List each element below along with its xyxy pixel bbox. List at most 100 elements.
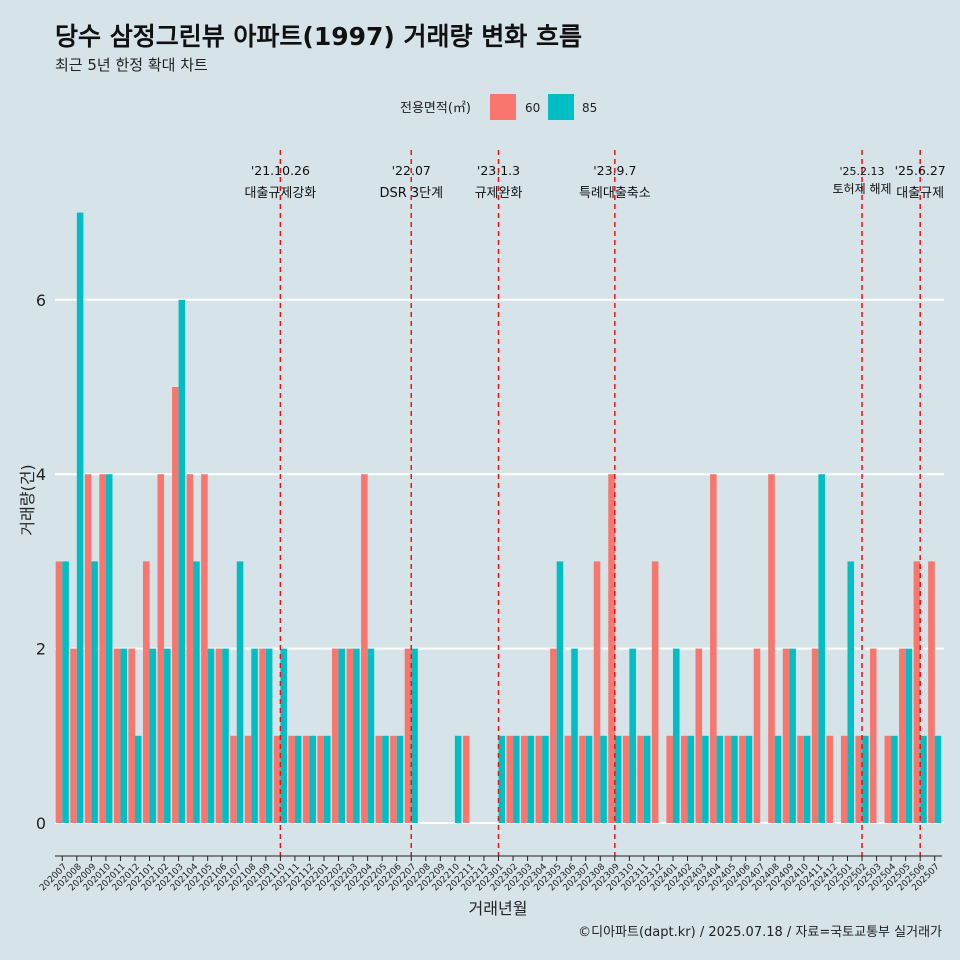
- bar-60-202403: [695, 648, 703, 823]
- bar-60-202105: [201, 474, 208, 823]
- bar-60-202507: [928, 561, 935, 823]
- bar-60-202206: [390, 735, 397, 823]
- bar-85-202009: [91, 561, 98, 823]
- bar-85-202201: [324, 735, 331, 823]
- legend-title: 전용면적(㎡): [400, 101, 471, 116]
- y-tick-label: 4: [36, 465, 46, 484]
- legend-label-85: 85: [582, 101, 597, 115]
- bar-60-202207: [404, 648, 412, 823]
- bar-85-202101: [149, 648, 157, 823]
- bar-60-202211: [462, 735, 470, 823]
- bar-60-202203: [346, 648, 354, 823]
- bar-85-202306: [571, 648, 578, 823]
- bar-60-202506: [913, 561, 921, 823]
- bar-85-202410: [803, 735, 811, 823]
- bar-60-202408: [768, 474, 775, 823]
- bar-85-202204: [367, 648, 375, 823]
- bar-85-202202: [338, 648, 346, 823]
- legend-swatch-60: [490, 94, 516, 120]
- bar-60-202007: [55, 561, 63, 823]
- bar-60-202304: [535, 735, 543, 823]
- bar-85-202105: [207, 648, 215, 823]
- bar-85-202403: [702, 735, 709, 823]
- bar-60-202101: [142, 561, 150, 823]
- bar-60-202503: [869, 648, 877, 823]
- bar-60-202205: [375, 735, 383, 823]
- bar-85-202402: [687, 735, 695, 823]
- bar-60-202201: [317, 735, 325, 823]
- bar-60-202302: [506, 735, 514, 823]
- bar-60-202306: [564, 735, 572, 823]
- bar-85-202107: [236, 561, 244, 823]
- event-date-label: '25.6.27: [895, 163, 946, 178]
- y-tick-label: 0: [36, 814, 46, 833]
- bar-85-202110: [280, 648, 287, 823]
- x-axis-label: 거래년월: [469, 899, 528, 918]
- bar-85-202109: [265, 648, 273, 823]
- bar-60-202502: [855, 735, 863, 823]
- bar-60-202405: [724, 735, 732, 823]
- legend: 전용면적(㎡) 60 85: [400, 94, 597, 120]
- legend-label-60: 60: [525, 101, 540, 115]
- event-label: 토허제 해제: [833, 182, 892, 196]
- bar-60-202202: [331, 648, 339, 823]
- bar-85-202305: [556, 561, 564, 823]
- bar-85-202011: [120, 648, 128, 823]
- bar-60-202404: [710, 474, 717, 823]
- bar-60-202008: [70, 648, 77, 823]
- bar-60-202106: [215, 648, 223, 823]
- event-date-label: '22.07: [392, 163, 431, 178]
- bar-85-202308: [600, 735, 607, 823]
- bar-60-202308: [593, 561, 601, 823]
- bar-60-202012: [128, 648, 135, 823]
- bar-85-202103: [178, 299, 186, 823]
- event-label: 규제완화: [475, 186, 523, 201]
- bar-60-202108: [244, 735, 252, 823]
- bar-85-202507: [934, 735, 942, 823]
- bar-60-202010: [99, 474, 106, 823]
- bar-60-202402: [680, 735, 688, 823]
- bar-85-202310: [629, 648, 636, 823]
- bar-85-202206: [396, 735, 404, 823]
- bar-60-202310: [622, 735, 630, 823]
- bar-60-202401: [666, 735, 673, 823]
- bar-60-202303: [521, 735, 528, 823]
- bar-60-202305: [550, 648, 557, 823]
- bar-60-202411: [811, 648, 819, 823]
- bar-60-202102: [157, 474, 165, 823]
- bar-85-202405: [731, 735, 738, 823]
- bar-85-202309: [614, 735, 622, 823]
- bar-60-202103: [172, 387, 179, 823]
- bar-60-202501: [840, 735, 848, 823]
- bar-60-202406: [739, 735, 746, 823]
- bar-60-202407: [753, 648, 761, 823]
- bar-85-202501: [847, 561, 855, 823]
- bar-60-202311: [637, 735, 644, 823]
- bar-60-202504: [884, 735, 892, 823]
- bar-60-202104: [186, 474, 194, 823]
- chart-subtitle: 최근 5년 한정 확대 차트: [55, 56, 208, 74]
- event-label: 대출규제: [896, 186, 944, 201]
- bar-60-202107: [230, 735, 237, 823]
- bar-60-202110: [273, 735, 281, 823]
- caption: ©디아파트(dapt.kr) / 2025.07.18 / 자료=국토교통부 실…: [578, 925, 942, 940]
- bar-85-202205: [382, 735, 389, 823]
- event-label: 특례대출축소: [579, 186, 651, 201]
- y-axis-label: 거래량(건): [18, 464, 37, 535]
- chart-title: 당수 삼정그린뷰 아파트(1997) 거래량 변화 흐름: [55, 22, 582, 51]
- bar-85-202411: [818, 474, 825, 823]
- bar-85-202303: [527, 735, 535, 823]
- event-date-label: '23.1.3: [477, 163, 520, 178]
- bar-85-202008: [76, 212, 84, 824]
- bar-85-202401: [672, 648, 680, 823]
- bar-85-202102: [164, 648, 171, 823]
- bar-85-202106: [222, 648, 229, 823]
- bar-85-202502: [862, 735, 869, 823]
- bar-85-202007: [62, 561, 69, 823]
- bar-85-202203: [353, 648, 360, 823]
- bar-60-202111: [288, 735, 295, 823]
- bar-85-202104: [193, 561, 200, 823]
- bar-85-202301: [498, 735, 506, 823]
- bar-60-202009: [84, 474, 92, 823]
